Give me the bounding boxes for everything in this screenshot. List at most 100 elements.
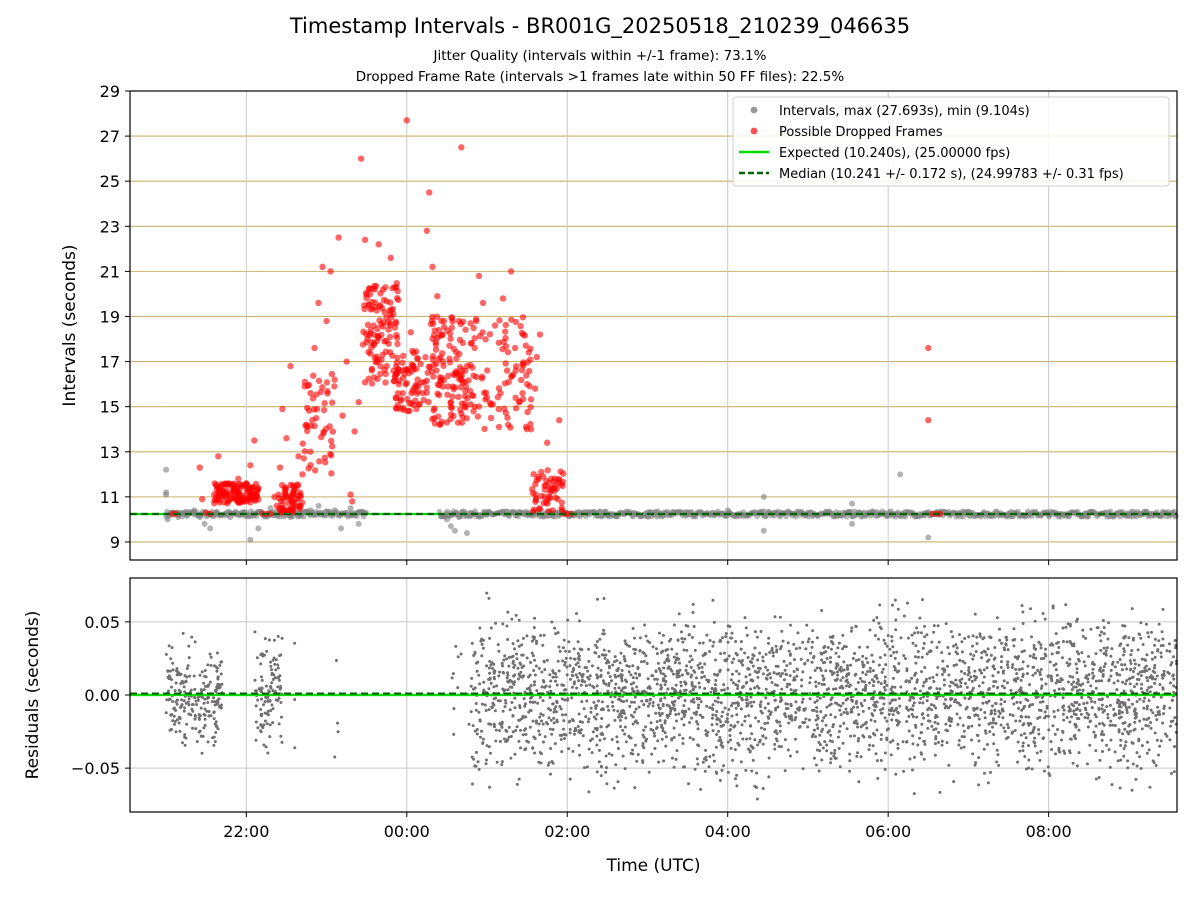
residual-point	[552, 721, 556, 725]
residual-point	[481, 737, 485, 741]
residual-point	[1046, 714, 1050, 718]
y-tick-label: 11	[100, 488, 120, 507]
residual-point	[963, 672, 967, 676]
dropped-frame-point	[497, 389, 504, 397]
residual-point	[729, 738, 733, 742]
residual-point	[635, 676, 639, 680]
residual-point	[966, 673, 970, 677]
residual-point	[905, 705, 909, 709]
residual-point	[856, 705, 860, 709]
residual-point	[1094, 715, 1098, 719]
residual-point	[793, 737, 797, 741]
residual-point	[655, 652, 659, 656]
residual-point	[487, 596, 491, 600]
residual-point	[607, 708, 611, 712]
dropped-frame-point	[215, 453, 222, 460]
interval-point	[925, 534, 932, 541]
residual-point	[607, 752, 611, 756]
residual-point	[1100, 697, 1104, 701]
residual-point	[1145, 688, 1149, 692]
residual-point	[563, 660, 567, 664]
residual-point	[620, 689, 624, 693]
residual-point	[905, 739, 909, 743]
residual-point	[590, 664, 594, 668]
residual-point	[1148, 690, 1152, 694]
residual-point	[814, 718, 818, 722]
residual-point	[991, 665, 995, 669]
residual-point	[1053, 715, 1057, 719]
residual-point	[189, 688, 193, 692]
residual-point	[186, 700, 190, 704]
residual-point	[764, 696, 768, 700]
residual-point	[737, 672, 741, 676]
dropped-frame-point	[368, 367, 376, 374]
residual-point	[824, 723, 828, 727]
residual-point	[911, 742, 915, 746]
residual-point	[845, 712, 849, 716]
residual-point	[516, 677, 520, 681]
residual-point	[633, 695, 637, 699]
residual-point	[788, 717, 792, 721]
residual-point	[938, 687, 942, 691]
residual-point	[718, 735, 722, 739]
residual-point	[652, 731, 656, 735]
residual-point	[494, 621, 498, 625]
residual-point	[495, 760, 499, 764]
dropped-frame-point	[392, 318, 400, 326]
residual-point	[474, 750, 478, 754]
residual-point	[873, 675, 877, 679]
residual-point	[574, 673, 578, 677]
residual-point	[265, 649, 269, 653]
residual-point	[1032, 653, 1036, 657]
dropped-frame-point	[404, 395, 411, 403]
dropped-frame-point	[199, 495, 206, 503]
residual-point	[653, 734, 657, 738]
residual-point	[910, 712, 914, 716]
dropped-frame-point	[315, 299, 322, 307]
residual-point	[986, 647, 990, 651]
residual-point	[185, 722, 189, 726]
residual-point	[525, 634, 529, 638]
dropped-frame-point	[538, 468, 545, 476]
residual-point	[785, 685, 789, 689]
residual-point	[1068, 720, 1072, 724]
residual-point	[823, 644, 827, 648]
dropped-frame-point	[495, 339, 503, 346]
residual-point	[743, 651, 747, 655]
residual-point	[859, 702, 863, 706]
residual-point	[1116, 679, 1120, 683]
residual-point	[1081, 688, 1085, 692]
residual-point	[178, 706, 182, 710]
dropped-frame-point	[530, 471, 537, 478]
residual-point	[713, 699, 717, 703]
residual-point	[833, 749, 837, 753]
residual-point	[192, 696, 196, 700]
interval-point	[247, 536, 254, 543]
dropped-frame-point	[377, 370, 384, 378]
dropped-frame-point	[435, 327, 443, 334]
residual-point	[1150, 651, 1154, 655]
residual-point	[1015, 700, 1019, 704]
residual-point	[916, 743, 920, 747]
residual-point	[735, 773, 739, 777]
residual-point	[664, 735, 668, 739]
residual-point	[171, 700, 175, 704]
residual-point	[958, 679, 962, 683]
residual-point	[480, 637, 484, 641]
residual-point	[578, 720, 582, 724]
residual-point	[502, 658, 506, 662]
residual-point	[780, 672, 784, 676]
residual-point	[537, 722, 541, 726]
residual-point	[617, 697, 621, 701]
residual-point	[998, 627, 1002, 631]
residual-point	[586, 720, 590, 724]
residual-point	[170, 678, 174, 682]
residual-point	[494, 739, 498, 743]
residual-point	[543, 685, 547, 689]
residual-point	[1162, 669, 1166, 673]
residual-point	[646, 677, 650, 681]
residual-point	[955, 683, 959, 687]
residual-point	[977, 739, 981, 743]
residual-point	[180, 698, 184, 702]
dropped-frame-point	[449, 393, 456, 400]
